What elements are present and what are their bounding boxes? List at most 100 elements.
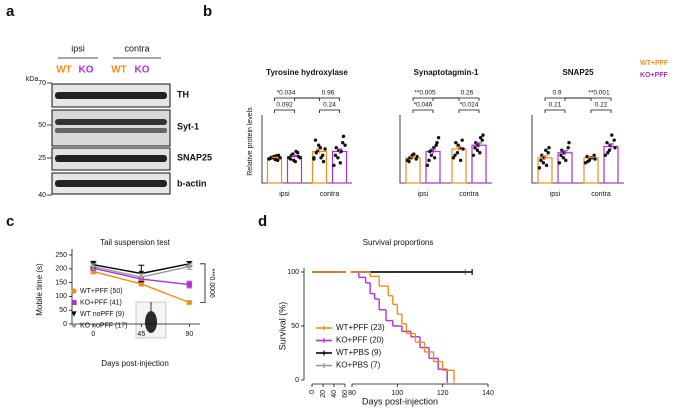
x-axis-label: Days post-injection	[101, 359, 169, 368]
x-tick-label: 0	[309, 390, 316, 394]
x-tick-label: ipsi	[279, 191, 290, 198]
data-point	[451, 156, 456, 160]
x-tick-label: 45	[137, 331, 145, 338]
annotation: 0.22	[595, 102, 608, 109]
protein-label: Syt-1	[177, 121, 199, 131]
data-point	[546, 151, 550, 155]
data-point	[471, 153, 476, 157]
data-point	[610, 133, 614, 137]
panel-label: a	[6, 3, 15, 20]
annotation: ***0.0006	[208, 268, 215, 298]
annotation: *0.034	[277, 90, 296, 97]
x-tick-label: ipsi	[550, 191, 561, 198]
data-point	[314, 151, 318, 155]
data-point	[593, 157, 597, 161]
chart-title: Tyrosine hydroxylase	[266, 68, 348, 77]
data-point	[338, 161, 342, 165]
data-point	[332, 163, 336, 168]
data-point	[455, 151, 460, 155]
protein-label: SNAP25	[177, 152, 212, 162]
y-tick-label: 0	[63, 321, 67, 328]
data-point	[585, 154, 589, 159]
data-point	[341, 134, 346, 139]
x-axis-label: Days post-injection	[362, 396, 438, 406]
marker	[186, 281, 192, 288]
y-axis-label: Relative protein levels	[247, 107, 254, 176]
data-point	[454, 140, 458, 145]
marker	[71, 311, 77, 317]
x-tick-label: 80	[348, 390, 356, 397]
data-point	[432, 156, 437, 160]
marker	[71, 299, 77, 306]
marker-unit: kDa	[26, 76, 39, 83]
data-point	[544, 163, 549, 168]
data-point	[613, 146, 617, 150]
bar	[471, 144, 487, 184]
data-point	[453, 153, 457, 157]
data-point	[458, 158, 463, 163]
data-point	[539, 158, 543, 163]
data-point	[435, 140, 439, 145]
bracket	[412, 109, 434, 113]
data-point	[567, 140, 571, 145]
data-point	[333, 153, 338, 157]
bracket	[432, 97, 480, 101]
marker-label: 50	[38, 122, 46, 129]
data-point	[456, 143, 460, 147]
x-tick-label: contra	[591, 191, 611, 198]
marker	[186, 299, 192, 306]
panel-label: b	[203, 3, 212, 20]
data-point	[293, 159, 297, 164]
bar	[266, 157, 283, 184]
x-tick-label: 140	[482, 390, 494, 397]
data-point	[473, 146, 477, 150]
data-point	[612, 138, 616, 142]
data-point	[475, 148, 480, 152]
data-point	[317, 143, 321, 147]
data-point	[407, 159, 411, 164]
data-point	[537, 166, 542, 170]
data-point	[339, 149, 343, 154]
data-point	[343, 143, 347, 147]
annotation: 0.96	[322, 90, 335, 97]
data-point	[313, 138, 318, 142]
annotation: 0.21	[549, 102, 562, 109]
bar	[603, 145, 619, 184]
data-point	[427, 158, 431, 163]
x-tick-label: 0	[91, 331, 95, 338]
legend-label: KO+PFF	[640, 72, 669, 79]
data-point	[557, 161, 562, 165]
data-point	[336, 156, 340, 160]
marker	[90, 263, 96, 270]
chart-title: Survival proportions	[363, 238, 434, 247]
data-point	[412, 152, 416, 156]
data-point	[607, 148, 612, 152]
bracket	[274, 109, 295, 113]
marker	[138, 281, 144, 287]
panel-label: d	[258, 213, 267, 230]
marker-label: 70	[38, 80, 46, 87]
annotation: *0.024	[460, 102, 479, 109]
data-point	[566, 146, 570, 150]
data-point	[564, 158, 568, 163]
y-tick-label: 250	[55, 252, 67, 259]
legend-label: WT noPFF (9)	[80, 311, 124, 318]
annotation: 0.092	[276, 102, 293, 109]
data-point	[298, 156, 302, 160]
data-point	[478, 151, 482, 155]
data-point	[425, 163, 430, 168]
legend-label: KO noPFF (17)	[80, 322, 127, 329]
y-tick-label: 100	[55, 293, 67, 300]
legend-label: KO+PFF (41)	[80, 299, 122, 306]
group-label: ipsi	[71, 43, 85, 53]
bracket	[200, 263, 206, 303]
x-tick-label: 100	[391, 390, 403, 397]
y-axis-label: Survival (%)	[277, 302, 287, 351]
annotation: 0.26	[461, 90, 474, 97]
data-point	[606, 151, 610, 155]
lane-label: WT	[56, 65, 72, 76]
bar	[425, 150, 441, 184]
x-tick-label: 40	[331, 390, 338, 398]
legend-label: WT+PFF	[640, 60, 669, 67]
